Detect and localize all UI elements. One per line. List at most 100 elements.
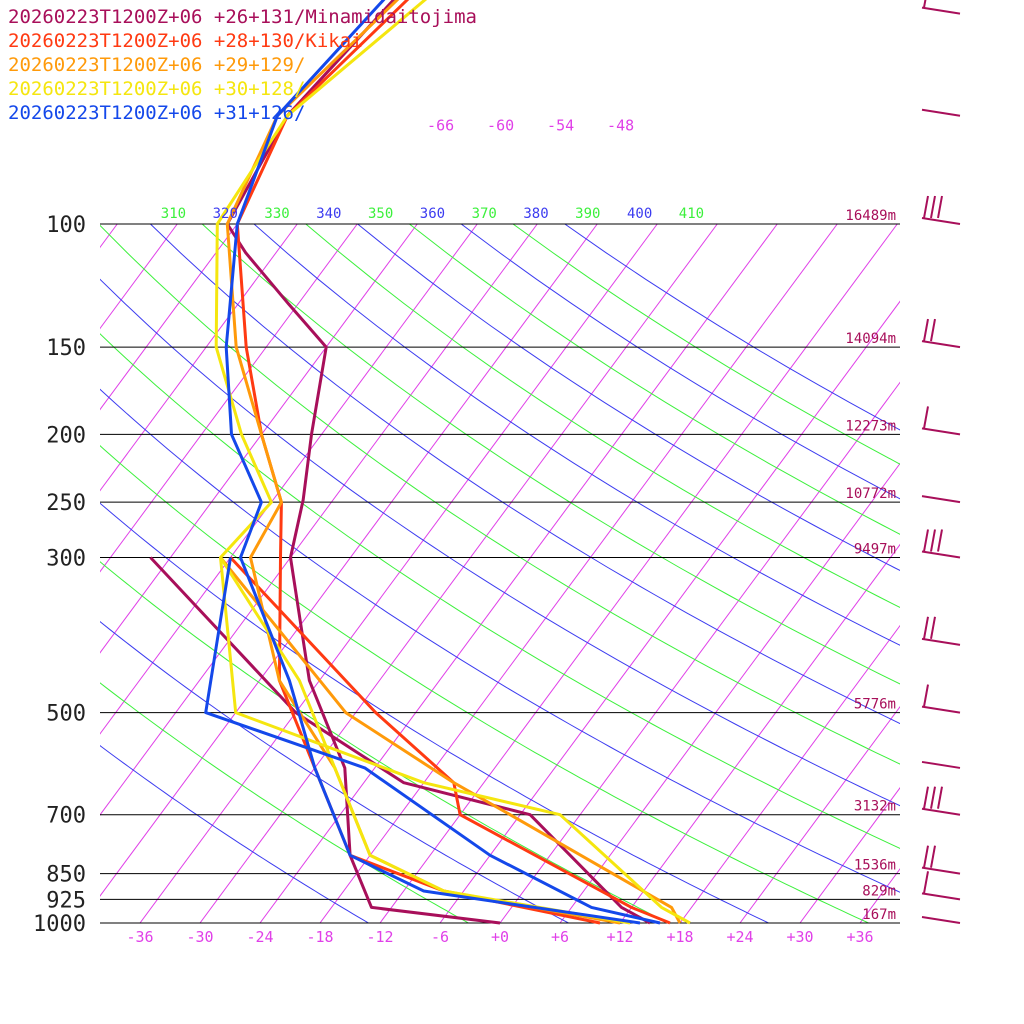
pressure-label: 500 <box>46 702 86 727</box>
wind-barb-staff <box>921 108 961 117</box>
temperature-tick-label: -24 <box>246 928 273 946</box>
wind-barb-staff <box>921 550 961 559</box>
temperature-tick-label: +18 <box>666 928 693 946</box>
wind-barb-feather <box>923 845 929 868</box>
theta-label: 330 <box>264 206 289 222</box>
wind-barb <box>921 871 961 901</box>
isotherm-line <box>100 224 358 573</box>
dry-adiabat <box>305 224 900 609</box>
sounding-trace-kikai <box>235 0 601 925</box>
dry-adiabat <box>201 224 900 685</box>
isotherm-line <box>100 224 238 411</box>
sounding-trace-kikai_30 <box>214 0 631 925</box>
isotherm-line <box>100 224 418 654</box>
wind-barb-staff <box>921 760 961 769</box>
theta-label: 320 <box>213 206 238 222</box>
sounding-trace-minamidaitojima_dew <box>149 556 651 925</box>
isotherm-line <box>100 224 598 897</box>
isotherm-line <box>379 224 898 923</box>
theta-label: 350 <box>368 206 393 222</box>
isotherm-line <box>980 224 1024 923</box>
wind-barb-staff <box>921 807 961 816</box>
isotherm-line <box>799 787 900 923</box>
legend-entry-2: 20260223T1200Z+06 +29+129/ <box>8 54 306 76</box>
pressure-label: 700 <box>46 804 86 829</box>
dry-adiabat <box>512 224 900 465</box>
isotherm-line <box>679 624 900 923</box>
sounding-trace-kikai_29_dew <box>219 556 682 924</box>
isotherm-line <box>619 543 900 923</box>
wind-barb-feather <box>930 318 936 342</box>
pressure-label: 850 <box>46 863 86 888</box>
wind-barb <box>921 406 961 436</box>
legend-entry-1: 20260223T1200Z+06 +28+130/Kikai <box>8 30 363 52</box>
dry-adiabat <box>100 224 900 765</box>
dry-adiabat <box>409 224 900 535</box>
wind-barb-feather <box>930 529 936 552</box>
isotherm-line <box>100 224 298 492</box>
height-label: 14094m <box>845 331 896 347</box>
theta-label: 390 <box>575 206 600 222</box>
wind-barb-staff <box>921 427 961 436</box>
isotherm-line <box>920 224 1024 923</box>
wind-barb-staff <box>921 916 961 924</box>
height-label: 1536m <box>854 858 896 874</box>
temperature-tick-label: -12 <box>366 928 393 946</box>
isotherm-lines <box>100 224 1024 923</box>
dry-adiabat-lines <box>100 224 900 923</box>
wind-barb-feather <box>923 318 929 342</box>
height-label: 167m <box>862 907 896 923</box>
wind-barb <box>921 495 961 504</box>
wind-barb-feather <box>923 684 929 707</box>
isotherm-label: -60 <box>487 116 514 134</box>
wind-barb <box>921 616 961 646</box>
wind-barb <box>921 916 961 924</box>
legend-entry-0: 20260223T1200Z+06 +26+131/Minamidaitojim… <box>8 6 477 28</box>
dry-adiabat <box>100 502 769 923</box>
pressure-label: 200 <box>46 423 86 448</box>
wind-barb-feather <box>937 786 943 809</box>
height-label: 12273m <box>845 418 896 434</box>
pressure-label: 1000 <box>33 912 86 937</box>
temperature-tick-label: +0 <box>491 928 509 946</box>
pressure-label: 150 <box>46 336 86 361</box>
temperature-tick-label: +24 <box>726 928 753 946</box>
dry-adiabat <box>564 224 900 431</box>
theta-label: 400 <box>627 206 652 222</box>
temperature-tick-label: -18 <box>306 928 333 946</box>
sounding-traces <box>149 0 691 925</box>
sounding-trace-kikai_31 <box>224 0 641 925</box>
wind-barb-feather <box>923 616 929 640</box>
wind-barb <box>921 195 961 225</box>
isotherm-line <box>499 381 900 923</box>
wind-barb-feather <box>923 786 929 809</box>
isotherm-line <box>100 224 178 330</box>
isotherm-line <box>859 868 900 923</box>
wind-barb-staff <box>921 217 961 225</box>
sounding-trace-kikai_30_dew <box>219 557 691 925</box>
height-label: 5776m <box>854 697 896 713</box>
wind-barb <box>921 318 961 349</box>
isotherm-label: -54 <box>547 116 574 134</box>
pressure-label: 925 <box>46 888 86 913</box>
theta-label: 410 <box>679 206 704 222</box>
height-label: 3132m <box>854 799 896 815</box>
theta-label: 360 <box>420 206 445 222</box>
wind-barb-feather <box>937 195 943 219</box>
theta-label: 310 <box>161 206 186 222</box>
isotherm-line <box>139 224 658 923</box>
wind-barb <box>921 0 961 15</box>
wind-barb <box>921 684 961 714</box>
wind-barb-feather <box>923 195 929 219</box>
temperature-tick-label: +6 <box>551 928 569 946</box>
wind-barb-staff <box>921 340 961 349</box>
temperature-tick-label: -30 <box>186 928 213 946</box>
pressure-label: 100 <box>46 213 86 238</box>
wind-barb-feather <box>937 529 943 552</box>
theta-label: 370 <box>472 206 497 222</box>
wind-barb-staff <box>921 495 961 504</box>
wind-barb-staff <box>921 866 961 875</box>
isotherm-label: -48 <box>607 116 634 134</box>
isotherm-label: -66 <box>427 116 454 134</box>
wind-barb-feather <box>923 0 927 8</box>
